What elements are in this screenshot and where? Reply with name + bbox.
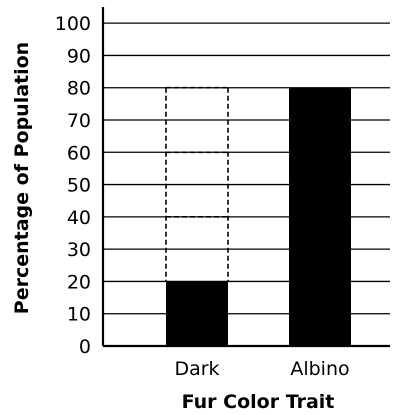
- y-tick-label: 30: [67, 239, 91, 261]
- x-axis-title: Fur Color Trait: [182, 391, 335, 413]
- y-tick-label: 10: [67, 304, 91, 326]
- y-axis-title: Percentage of Population: [11, 42, 33, 314]
- x-tick-label: Albino: [290, 358, 349, 380]
- y-tick-label: 70: [67, 110, 91, 132]
- y-tick-label: 60: [67, 142, 91, 164]
- gridlines: [103, 22, 390, 315]
- y-tick-label: 40: [67, 207, 91, 229]
- x-category-labels: Dark Albino: [174, 358, 349, 380]
- y-tick-label: 50: [67, 175, 91, 197]
- y-tick-label: 90: [67, 45, 91, 67]
- bars: [165, 86, 351, 346]
- plot-frame: [101, 7, 390, 348]
- y-tick-labels: 0 10 20 30 40 50 60 70 80 90 100: [55, 13, 91, 358]
- y-tick-label: 80: [67, 78, 91, 100]
- bar-albino: [289, 87, 351, 346]
- x-tick-label: Dark: [174, 358, 219, 380]
- y-tick-label: 20: [67, 271, 91, 293]
- y-tick-label: 100: [55, 13, 91, 35]
- bar-dark: [166, 281, 228, 346]
- y-tick-label: 0: [79, 336, 91, 358]
